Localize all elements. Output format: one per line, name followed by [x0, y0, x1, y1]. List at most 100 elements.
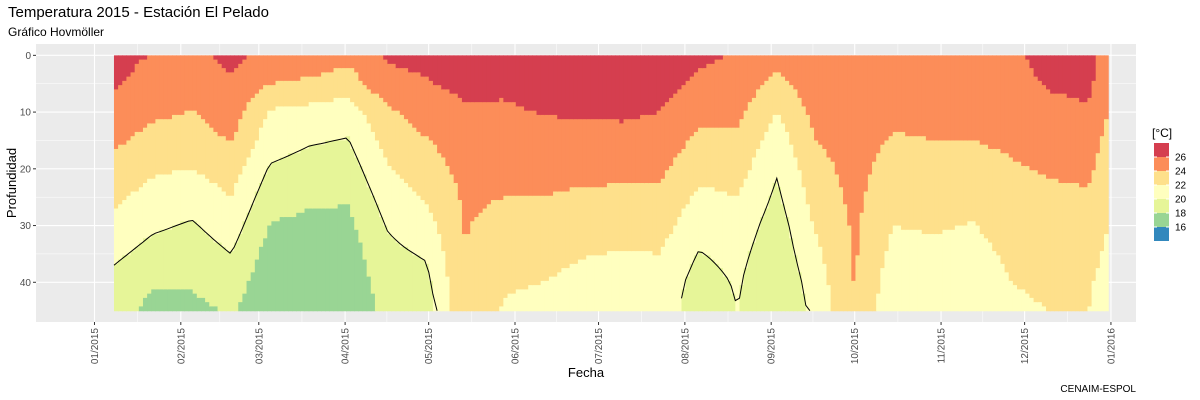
temperature-cell	[134, 55, 140, 65]
temperature-cell	[321, 144, 326, 210]
legend-label: 18	[1175, 209, 1187, 220]
temperature-cell	[818, 246, 823, 312]
temperature-cell	[664, 102, 670, 171]
temperature-cell	[867, 174, 873, 312]
temperature-cell	[1000, 263, 1006, 312]
temperature-cell	[1021, 55, 1026, 167]
temperature-cell	[714, 263, 720, 312]
temperature-cell	[416, 131, 422, 197]
temperature-cell	[391, 55, 397, 65]
temperature-cell	[1066, 183, 1072, 312]
temperature-cell	[461, 102, 467, 235]
temperature-cell	[263, 174, 268, 239]
temperature-cell	[772, 55, 778, 73]
temperature-cell	[739, 285, 745, 312]
temperature-cell	[163, 119, 169, 176]
temperature-cell	[954, 225, 960, 312]
temperature-cell	[809, 55, 815, 129]
temperature-cell	[391, 63, 397, 112]
temperature-cell	[921, 136, 927, 235]
temperature-cell	[345, 68, 351, 99]
temperature-cell	[478, 212, 484, 312]
temperature-cell	[747, 55, 753, 103]
legend-label: 16	[1175, 223, 1187, 234]
temperature-cell	[1025, 55, 1031, 61]
temperature-cell	[217, 242, 223, 312]
temperature-cell	[822, 148, 828, 265]
temperature-cell	[619, 183, 625, 252]
temperature-cell	[229, 72, 235, 142]
temperature-cell	[134, 131, 140, 193]
temperature-cell	[901, 131, 906, 231]
temperature-cell	[689, 136, 695, 197]
temperature-cell	[354, 157, 359, 231]
temperature-cell	[718, 127, 724, 193]
temperature-cell	[569, 187, 575, 265]
temperature-cell	[126, 195, 132, 256]
temperature-cell	[271, 221, 277, 312]
temperature-cell	[660, 106, 666, 180]
temperature-cell	[445, 165, 451, 278]
temperature-cell	[880, 268, 886, 312]
temperature-cell	[304, 148, 310, 210]
temperature-cell	[267, 110, 272, 167]
temperature-cell	[155, 289, 161, 312]
temperature-cell	[573, 263, 579, 312]
temperature-cell	[586, 119, 591, 188]
temperature-cell	[238, 174, 243, 235]
temperature-cell	[379, 55, 384, 99]
temperature-cell	[205, 55, 210, 125]
temperature-cell	[938, 234, 944, 312]
temperature-cell	[702, 255, 707, 312]
temperature-cell	[577, 187, 583, 261]
temperature-cell	[254, 191, 260, 261]
temperature-cell	[1033, 55, 1039, 78]
temperature-cell	[205, 123, 210, 180]
temperature-cell	[548, 55, 554, 116]
temperature-cell	[238, 55, 243, 65]
temperature-cell	[718, 55, 724, 61]
temperature-cell	[971, 221, 977, 312]
temperature-cell	[507, 195, 513, 295]
temperature-cell	[776, 72, 782, 116]
temperature-cell	[283, 157, 289, 218]
temperature-cell	[909, 229, 915, 312]
temperature-cell	[664, 170, 670, 239]
temperature-cell	[698, 251, 703, 312]
temperature-cell	[213, 242, 219, 307]
temperature-cell	[635, 183, 641, 252]
temperature-cell	[142, 238, 148, 299]
temperature-cell	[760, 217, 765, 312]
temperature-cell	[983, 144, 989, 239]
temperature-cell	[660, 178, 666, 248]
temperature-cell	[644, 251, 649, 312]
temperature-cell	[722, 191, 728, 278]
temperature-cell	[217, 55, 223, 65]
y-tick-label: 40	[20, 278, 32, 289]
temperature-cell	[399, 246, 405, 312]
temperature-cell	[283, 55, 289, 82]
temperature-cell	[714, 127, 720, 193]
temperature-cell	[300, 76, 306, 108]
temperature-cell	[1029, 68, 1035, 171]
temperature-cell	[329, 208, 335, 312]
temperature-cell	[996, 148, 1002, 256]
temperature-cell	[200, 229, 206, 299]
temperature-cell	[768, 76, 774, 125]
temperature-cell	[635, 55, 641, 120]
temperature-cell	[453, 55, 459, 95]
temperature-cell	[217, 136, 223, 188]
temperature-cell	[1012, 161, 1018, 286]
temperature-cell	[296, 153, 301, 214]
temperature-cell	[573, 187, 579, 265]
temperature-cell	[341, 68, 347, 99]
temperature-cell	[888, 136, 894, 235]
temperature-cell	[420, 136, 426, 201]
temperature-cell	[321, 55, 326, 73]
temperature-cell	[1017, 161, 1022, 290]
temperature-cell	[967, 55, 973, 142]
temperature-cell	[785, 55, 790, 82]
temperature-cell	[519, 195, 525, 290]
temperature-cell	[499, 97, 504, 201]
temperature-cell	[992, 55, 997, 150]
